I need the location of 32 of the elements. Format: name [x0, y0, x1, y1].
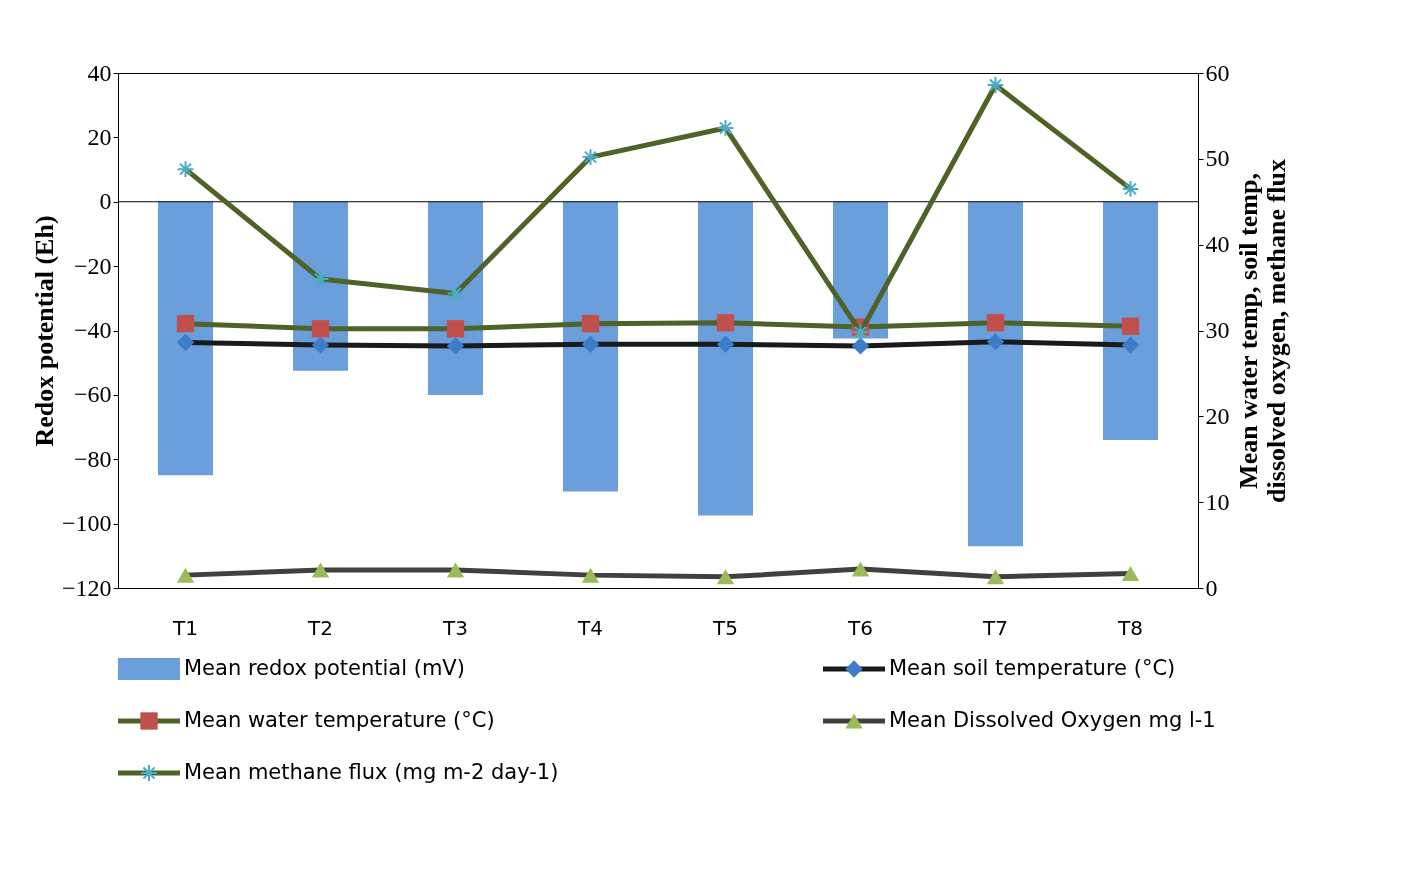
- y2-tick-label: 60: [1205, 59, 1230, 86]
- y-tick-label: −20: [73, 252, 112, 279]
- text: dissolved oxygen, methane flux: [1261, 159, 1291, 503]
- legend-label: Mean methane flux (mg m-2 day-1): [184, 760, 559, 784]
- x-tick-label: T3: [442, 615, 468, 640]
- x-tick-label: T5: [712, 615, 738, 640]
- y-tick-label: −60: [73, 381, 112, 408]
- x-tick-label: T7: [982, 615, 1008, 640]
- y-axis-title: Redox potential (Eh): [29, 215, 59, 447]
- y2-tick-label: 10: [1205, 488, 1230, 515]
- y-tick-label: −40: [73, 317, 112, 343]
- x-tick-label: T4: [577, 615, 603, 640]
- y-tick-label: 20: [87, 123, 112, 150]
- legend-label: Mean redox potential (mV): [184, 656, 465, 680]
- y2-tick-label: 30: [1205, 317, 1230, 343]
- x-tick-label: T6: [847, 615, 873, 640]
- y-tick-label: −80: [73, 445, 112, 472]
- x-tick-label: T2: [307, 615, 333, 640]
- y-tick-label: 0: [99, 188, 112, 215]
- legend-label: Mean soil temperature (°C): [889, 656, 1176, 680]
- y2-tick-label: 50: [1205, 145, 1230, 172]
- legend-label: Mean Dissolved Oxygen mg l-1: [889, 708, 1216, 732]
- y-tick-label: −120: [61, 574, 112, 601]
- x-tick-label: T1: [172, 615, 198, 640]
- y2-tick-label: 0: [1205, 574, 1218, 601]
- legend-label: Mean water temperature (°C): [184, 708, 495, 732]
- x-tick-label: T8: [1117, 615, 1143, 640]
- text: Mean water temp, soil temp,: [1233, 173, 1263, 489]
- y-tick-label: −100: [61, 510, 112, 537]
- y2-tick-label: 20: [1205, 402, 1230, 429]
- y-tick-label: 40: [87, 59, 112, 86]
- y2-tick-label: 40: [1205, 231, 1230, 258]
